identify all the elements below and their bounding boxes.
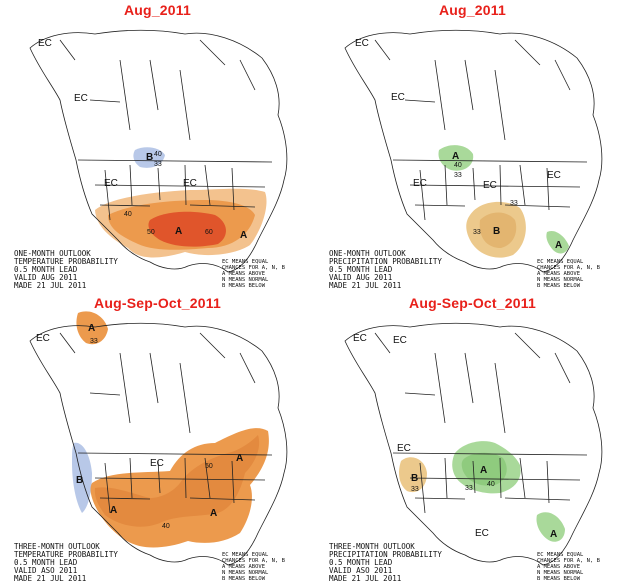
outlook-caption: ONE-MONTH OUTLOOK PRECIPITATION PROBABILI… bbox=[329, 249, 442, 290]
map-label: 33 bbox=[465, 485, 473, 492]
map-label: 40 bbox=[154, 151, 162, 158]
temperature-above-region bbox=[90, 428, 269, 548]
map-label: 40 bbox=[487, 481, 495, 488]
precipitation-below-region bbox=[466, 201, 526, 258]
map-label: 33 bbox=[411, 486, 419, 493]
precipitation-above-region-southeast bbox=[536, 512, 565, 542]
map-label: EC bbox=[355, 38, 369, 49]
temperature-below-region bbox=[133, 147, 165, 168]
panel-title: Aug_2011 bbox=[439, 2, 506, 18]
map-label: 40 bbox=[454, 162, 462, 169]
map-label: 40 bbox=[124, 211, 132, 218]
map-label: EC bbox=[104, 178, 118, 189]
map-panel-aso-temperature: Aug-Sep-Oct_2011 A EC EC B A A A 33 40 5… bbox=[0, 293, 315, 586]
precipitation-above-region bbox=[438, 145, 474, 171]
north-america-map bbox=[344, 29, 603, 273]
map-label: A bbox=[110, 505, 118, 516]
map-label: A bbox=[480, 465, 488, 476]
panel-title: Aug-Sep-Oct_2011 bbox=[94, 295, 221, 311]
map-label: 33 bbox=[154, 161, 162, 168]
map-label: B bbox=[411, 473, 419, 484]
outlook-caption: THREE-MONTH OUTLOOK PRECIPITATION PROBABI… bbox=[329, 542, 442, 583]
north-america-map bbox=[344, 322, 603, 566]
precipitation-above-region-east bbox=[546, 230, 569, 254]
map-label: A bbox=[175, 226, 183, 237]
map-label: A bbox=[236, 453, 244, 464]
map-label: EC bbox=[183, 178, 197, 189]
map-label: 33 bbox=[454, 172, 462, 179]
map-label: EC bbox=[393, 335, 407, 346]
map-label: EC bbox=[353, 333, 367, 344]
map-panel-aso-precipitation: Aug-Sep-Oct_2011 EC EC EC B A A EC 33 40… bbox=[315, 293, 630, 586]
map-label: EC bbox=[475, 528, 489, 539]
precipitation-above-region bbox=[452, 441, 521, 494]
map-boundaries bbox=[344, 322, 603, 566]
outlook-caption: THREE-MONTH OUTLOOK TEMPERATURE PROBABILI… bbox=[14, 542, 118, 583]
map-label: EC bbox=[547, 170, 561, 181]
north-america-map bbox=[29, 311, 288, 566]
map-label: A bbox=[88, 323, 96, 334]
map-label: EC bbox=[413, 178, 427, 189]
temperature-above-region bbox=[95, 188, 267, 258]
map-panel-aug-precipitation: Aug_2011 EC EC EC EC EC A B A 40 33 33 3… bbox=[315, 0, 630, 293]
map-label: A bbox=[240, 230, 248, 241]
map-label: A bbox=[550, 529, 558, 540]
map-label: A bbox=[452, 151, 460, 162]
map-boundaries bbox=[344, 29, 603, 273]
map-label: EC bbox=[38, 38, 52, 49]
map-label: 33 bbox=[90, 338, 98, 345]
map-label: A bbox=[555, 240, 563, 251]
north-america-map bbox=[29, 29, 288, 273]
map-label: 33 bbox=[473, 229, 481, 236]
map-label: 60 bbox=[205, 229, 213, 236]
map-label: 33 bbox=[510, 200, 518, 207]
panel-title: Aug-Sep-Oct_2011 bbox=[409, 295, 536, 311]
temperature-above-region-alaska bbox=[76, 311, 108, 345]
map-label: 50 bbox=[205, 463, 213, 470]
map-label: B bbox=[493, 226, 501, 237]
map-label: EC bbox=[391, 92, 405, 103]
map-label: 50 bbox=[147, 229, 155, 236]
map-label: EC bbox=[74, 93, 88, 104]
map-label: B bbox=[146, 152, 154, 163]
map-label: A bbox=[210, 508, 218, 519]
panel-title: Aug_2011 bbox=[124, 2, 191, 18]
map-label: EC bbox=[483, 180, 497, 191]
map-panel-aug-temperature: Aug_2011 EC EC EC EC B A A 40 33 40 50 6… bbox=[0, 0, 315, 293]
outlook-caption: ONE-MONTH OUTLOOK TEMPERATURE PROBABILITY… bbox=[14, 249, 118, 290]
map-boundaries bbox=[29, 29, 288, 273]
map-label: B bbox=[76, 475, 84, 486]
map-label: EC bbox=[397, 443, 411, 454]
map-label: EC bbox=[150, 458, 164, 469]
map-boundaries bbox=[29, 322, 288, 566]
map-label: EC bbox=[36, 333, 50, 344]
map-label: 40 bbox=[162, 523, 170, 530]
